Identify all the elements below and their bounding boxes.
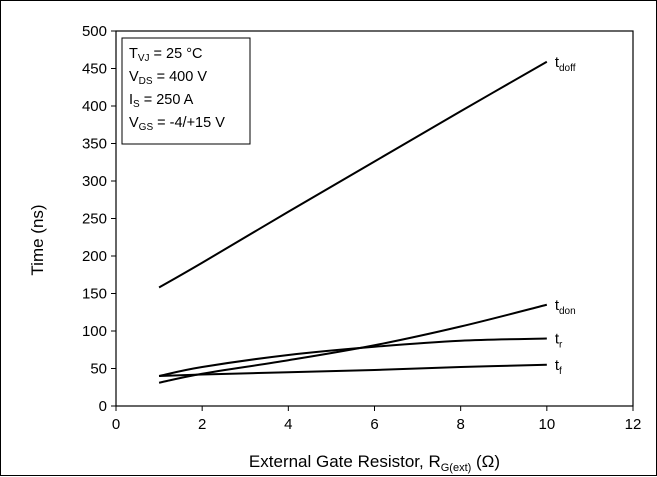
series-line-tdoff <box>158 60 548 289</box>
series-label-tdon: tdon <box>555 297 576 317</box>
y-tick-label: 250 <box>82 211 107 228</box>
y-tick-label: 400 <box>82 98 107 115</box>
plot-area: 0 50 100 150 200 250 300 350 400 450 500 0 2 4 6 8 10 12 t… <box>82 23 641 433</box>
series-line-tf <box>159 363 547 377</box>
y-tick-label: 150 <box>82 286 107 303</box>
y-tick-label: 200 <box>82 248 107 265</box>
y-tick-label: 450 <box>82 61 107 78</box>
x-tick-label: 0 <box>112 416 120 433</box>
conditions-box-border <box>121 37 251 145</box>
x-tick-label: 8 <box>456 416 464 433</box>
condition-line: VDS = 400 V <box>129 69 207 87</box>
x-tick-label: 2 <box>198 416 206 433</box>
series-label-tf: tf <box>555 357 562 377</box>
conditions-legend: TVJ = 25 °C VDS = 400 V IS = 250 A VGS = -4… <box>121 37 251 145</box>
series-label-tdoff: tdoff <box>555 54 576 74</box>
x-tick-label: 10 <box>538 416 555 433</box>
condition-line: IS = 250 A <box>129 92 194 110</box>
series-label-tr: tr <box>555 331 563 351</box>
x-tick-label: 6 <box>370 416 378 433</box>
x-tick-label: 4 <box>284 416 292 433</box>
series-line-tr <box>158 337 547 377</box>
x-axis-title: External Gate Resistor, RG(ext) (Ω) <box>249 452 500 474</box>
condition-line: TVJ = 25 °C <box>129 46 202 64</box>
y-tick-label: 300 <box>82 173 107 190</box>
y-tick-label: 500 <box>82 23 107 40</box>
y-axis-title: Time (ns) <box>28 204 47 275</box>
y-tick-label: 50 <box>90 361 107 378</box>
y-tick-label: 350 <box>82 136 107 153</box>
y-tick-label: 100 <box>82 323 107 340</box>
x-tick-label: 12 <box>625 416 642 433</box>
y-tick-label: 0 <box>99 398 107 415</box>
condition-line: VGS = -4/+15 V <box>129 115 225 133</box>
